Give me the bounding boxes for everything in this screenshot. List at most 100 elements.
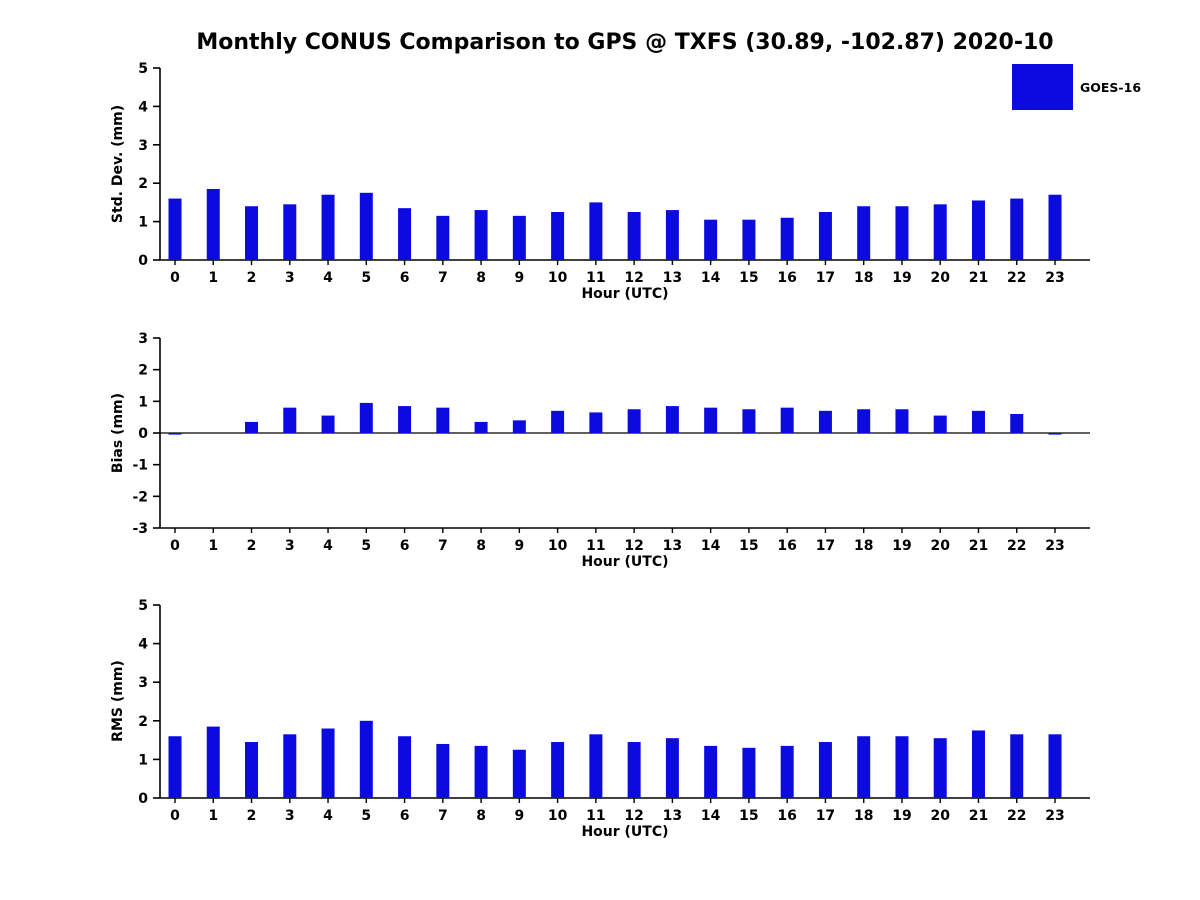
- x-tick-label: 6: [400, 538, 410, 554]
- bar: [168, 433, 182, 435]
- y-tick-label: -3: [132, 521, 148, 537]
- bar: [1048, 433, 1062, 435]
- bar: [398, 736, 412, 798]
- bar: [321, 194, 335, 260]
- legend-swatch-goes16: [1012, 64, 1073, 110]
- x-tick-label: 21: [969, 538, 988, 554]
- bar: [474, 745, 488, 798]
- x-tick-label: 23: [1045, 270, 1064, 286]
- y-tick-label: 4: [138, 99, 148, 115]
- y-tick-label: 1: [138, 752, 148, 768]
- x-tick-label: 3: [285, 808, 295, 824]
- bar: [589, 412, 603, 433]
- bar: [857, 206, 871, 260]
- bar: [359, 720, 373, 798]
- bar: [627, 742, 641, 798]
- bar: [512, 215, 526, 260]
- bar: [857, 736, 871, 798]
- x-tick-label: 2: [247, 270, 257, 286]
- bar: [971, 410, 985, 433]
- y-tick-label: 2: [138, 363, 148, 379]
- bar: [1010, 734, 1024, 798]
- x-tick-label: 2: [247, 538, 257, 554]
- bar: [742, 409, 756, 433]
- bar: [665, 406, 679, 433]
- bar: [398, 406, 412, 433]
- bar: [436, 215, 450, 260]
- y-tick-label: -1: [132, 458, 148, 474]
- x-tick-label: 18: [854, 270, 873, 286]
- bar: [742, 747, 756, 798]
- x-tick-label: 12: [624, 270, 643, 286]
- x-tick-label: 22: [1007, 808, 1026, 824]
- bar: [933, 738, 947, 798]
- x-tick-label: 6: [400, 808, 410, 824]
- y-tick-label: 2: [138, 176, 148, 192]
- bar: [436, 407, 450, 433]
- x-tick-label: 10: [548, 270, 568, 286]
- x-tick-label: 23: [1045, 808, 1064, 824]
- chart-title: Monthly CONUS Comparison to GPS @ TXFS (…: [196, 30, 1054, 55]
- x-tick-label: 9: [514, 270, 524, 286]
- y-tick-label: 0: [138, 791, 148, 807]
- bar: [283, 407, 297, 433]
- x-tick-label: 1: [208, 270, 218, 286]
- x-tick-label: 23: [1045, 538, 1064, 554]
- bar: [512, 749, 526, 798]
- bar: [857, 409, 871, 433]
- bar: [818, 410, 832, 433]
- bar: [283, 204, 297, 260]
- x-tick-label: 5: [361, 538, 371, 554]
- bar: [359, 402, 373, 433]
- x-tick-label: 13: [663, 538, 682, 554]
- bar: [895, 409, 909, 433]
- x-tick-label: 20: [930, 538, 950, 554]
- y-tick-label: 1: [138, 215, 148, 231]
- bar: [1010, 414, 1024, 433]
- x-tick-label: 19: [892, 538, 911, 554]
- bar: [245, 421, 259, 433]
- ylabel-bias: Bias (mm): [110, 392, 126, 474]
- bar: [933, 204, 947, 260]
- x-tick-label: 1: [208, 808, 218, 824]
- x-tick-label: 14: [701, 270, 721, 286]
- y-tick-label: 5: [138, 61, 148, 77]
- bar: [589, 202, 603, 260]
- x-tick-label: 18: [854, 538, 873, 554]
- x-tick-label: 11: [586, 808, 605, 824]
- x-tick-label: 22: [1007, 538, 1026, 554]
- y-tick-label: 0: [138, 253, 148, 269]
- bar: [551, 742, 565, 798]
- x-tick-label: 3: [285, 538, 295, 554]
- bar: [206, 726, 220, 798]
- bar: [245, 206, 259, 260]
- x-tick-label: 8: [476, 538, 486, 554]
- xlabel-bias: Hour (UTC): [581, 554, 669, 570]
- bar: [321, 728, 335, 798]
- y-tick-label: 3: [138, 331, 148, 347]
- bar: [168, 198, 182, 260]
- ylabel-rms: RMS (mm): [110, 660, 126, 742]
- x-tick-label: 15: [739, 808, 758, 824]
- bar: [665, 738, 679, 798]
- x-tick-label: 0: [170, 538, 180, 554]
- x-tick-label: 10: [548, 808, 568, 824]
- x-tick-label: 10: [548, 538, 568, 554]
- x-tick-label: 8: [476, 808, 486, 824]
- x-tick-label: 12: [624, 808, 643, 824]
- bar: [206, 188, 220, 260]
- x-tick-label: 7: [438, 538, 448, 554]
- bar: [474, 421, 488, 433]
- x-tick-label: 7: [438, 270, 448, 286]
- x-tick-label: 9: [514, 538, 524, 554]
- bar: [168, 736, 182, 798]
- x-tick-label: 7: [438, 808, 448, 824]
- x-tick-label: 20: [930, 270, 950, 286]
- x-tick-label: 19: [892, 270, 911, 286]
- bar: [551, 212, 565, 260]
- bar: [283, 734, 297, 798]
- x-tick-label: 16: [777, 808, 796, 824]
- x-tick-label: 4: [323, 538, 333, 554]
- bar: [589, 734, 603, 798]
- x-tick-label: 17: [816, 538, 835, 554]
